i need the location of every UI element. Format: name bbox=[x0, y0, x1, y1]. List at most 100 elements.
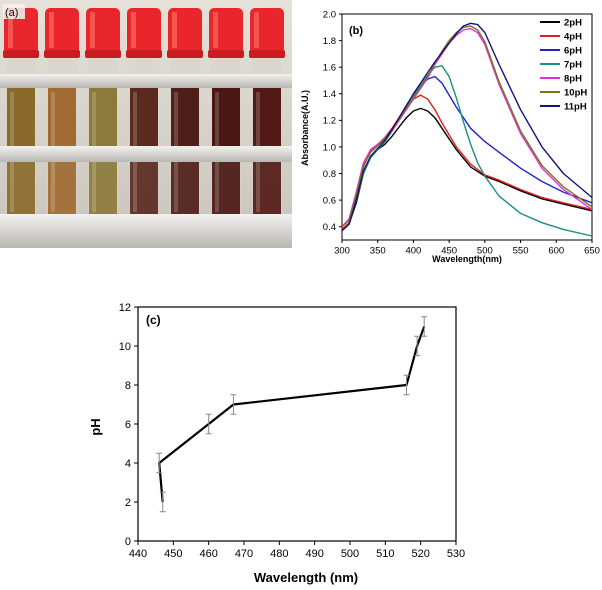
ph-wavelength-chart-svg: 440 450 460 470 480 490 500 510 520 530024681012 … bbox=[88, 302, 465, 585]
tube-cap-shine bbox=[213, 12, 218, 48]
tube-photo-drawing: (a) bbox=[0, 0, 292, 248]
y-tick-label: 2.0 bbox=[323, 9, 336, 20]
absorbance-axis-ticks: 300 350 400 450 500 550 600 650 0.4 0.6 0.8 1.0 1.2 1… bbox=[323, 9, 600, 256]
tube-photo: (a) bbox=[0, 0, 292, 248]
x-tick-label: 350 bbox=[370, 246, 386, 257]
tube-cap-rim bbox=[126, 50, 162, 58]
x-tick-label: 500 bbox=[477, 246, 493, 257]
absorbance-y-axis-label: Absorbance(A.U.) bbox=[300, 90, 310, 166]
legend-label-7pH: 7pH bbox=[564, 60, 582, 71]
absorbance-plot-frame bbox=[341, 13, 593, 241]
y-tick-label: 1.0 bbox=[323, 142, 336, 153]
y-tick-label: 4 bbox=[125, 458, 131, 470]
series-line-pH bbox=[158, 326, 426, 503]
tube-solution-lower bbox=[253, 162, 281, 214]
x-tick-label: 450 bbox=[441, 246, 457, 257]
tube-solution-lower bbox=[130, 162, 158, 214]
x-tick-label: 470 bbox=[235, 548, 253, 560]
y-tick-label: 10 bbox=[119, 341, 131, 353]
tube-cap-rim bbox=[208, 50, 244, 58]
x-tick-label: 520 bbox=[411, 548, 429, 560]
tube-solution-upper bbox=[253, 88, 281, 146]
absorbance-legend: 2pH 4pH 6pH 7pH 8pH 10pH 11pH bbox=[540, 18, 587, 113]
x-tick-label: 500 bbox=[341, 548, 359, 560]
tube-solution-lower bbox=[171, 162, 199, 214]
tube-solution-lower bbox=[48, 162, 76, 214]
legend-label-11pH: 11pH bbox=[564, 102, 587, 113]
y-tick-label: 0.4 bbox=[323, 222, 336, 233]
y-tick-label: 1.6 bbox=[323, 63, 336, 74]
x-tick-label: 600 bbox=[548, 246, 564, 257]
tube-cap-rim bbox=[85, 50, 121, 58]
series-line-6pH bbox=[341, 75, 593, 232]
legend-label-2pH: 2pH bbox=[564, 18, 582, 29]
y-tick-label: 0.6 bbox=[323, 195, 336, 206]
panel-c-label: (c) bbox=[146, 313, 161, 327]
legend-label-8pH: 8pH bbox=[564, 74, 582, 85]
y-tick-label: 2 bbox=[125, 497, 131, 509]
panel-a-label-bg bbox=[3, 4, 25, 19]
tube-solution-upper bbox=[130, 88, 158, 146]
y-tick-label: 8 bbox=[125, 380, 131, 392]
y-tick-label: 1.2 bbox=[323, 116, 336, 127]
x-tick-label: 480 bbox=[270, 548, 288, 560]
tube-cap-shine bbox=[49, 12, 54, 48]
tube-cap-shine bbox=[8, 12, 13, 48]
ph-axis-ticks: 440 450 460 470 480 490 500 510 520 530 0 2 4 6 8 10 12 bbox=[119, 302, 465, 560]
absorbance-chart: 300 350 400 450 500 550 600 650 0.4 0.6 0.8 1.0 1.2 1… bbox=[292, 0, 602, 285]
rack-rail-middle bbox=[0, 146, 292, 162]
tube-cap-rim bbox=[249, 50, 285, 58]
y-tick-label: 0 bbox=[125, 536, 131, 548]
tube-cap-shine bbox=[254, 12, 259, 48]
tube-solution-upper bbox=[171, 88, 199, 146]
ph-wavelength-chart: 440 450 460 470 480 490 500 510 520 530 0 2 4 6 8 10 12 … bbox=[0, 290, 480, 590]
tube-solution-upper bbox=[89, 88, 117, 146]
x-tick-label: 550 bbox=[513, 246, 529, 257]
x-tick-label: 460 bbox=[199, 548, 217, 560]
tube-solution-lower bbox=[89, 162, 117, 214]
panel-b-label: (b) bbox=[349, 25, 363, 37]
ph-x-axis-label: Wavelength (nm) bbox=[254, 570, 358, 585]
y-tick-label: 12 bbox=[119, 302, 131, 314]
tube-cap-shine bbox=[131, 12, 136, 48]
y-tick-label: 6 bbox=[125, 419, 131, 431]
y-tick-label: 1.8 bbox=[323, 36, 336, 47]
tube-cap-rim bbox=[44, 50, 80, 58]
ph-series bbox=[156, 316, 428, 513]
tube-cap-shine bbox=[172, 12, 177, 48]
legend-label-10pH: 10pH bbox=[564, 88, 587, 99]
tube-cap-rim bbox=[3, 50, 39, 58]
x-tick-label: 650 bbox=[584, 246, 600, 257]
legend-label-4pH: 4pH bbox=[564, 32, 582, 43]
x-tick-label: 490 bbox=[305, 548, 323, 560]
rack-rail-top bbox=[0, 74, 292, 88]
rack-rail-bottom bbox=[0, 214, 292, 248]
absorbance-series bbox=[341, 22, 593, 237]
ph-plot-frame bbox=[137, 306, 457, 542]
x-tick-label: 450 bbox=[164, 548, 182, 560]
absorbance-x-axis-label: Wavelength(nm) bbox=[432, 254, 502, 264]
tube-solution-upper bbox=[48, 88, 76, 146]
x-tick-label: 510 bbox=[376, 548, 394, 560]
series-line-11pH bbox=[341, 22, 593, 232]
legend-label-6pH: 6pH bbox=[564, 46, 582, 57]
panel-a-label: (a) bbox=[5, 7, 18, 19]
ph-y-axis-label: pH bbox=[88, 418, 103, 435]
test-tubes bbox=[3, 8, 285, 230]
x-tick-label: 530 bbox=[447, 548, 465, 560]
tube-solution-upper bbox=[212, 88, 240, 146]
x-tick-label: 400 bbox=[405, 246, 421, 257]
tube-cap-rim bbox=[167, 50, 203, 58]
x-tick-label: 300 bbox=[334, 246, 350, 257]
series-line-8pH bbox=[341, 27, 593, 228]
tube-solution-lower bbox=[7, 162, 35, 214]
x-tick-label: 440 bbox=[129, 548, 147, 560]
y-tick-label: 0.8 bbox=[323, 169, 336, 180]
tube-cap-shine bbox=[90, 12, 95, 48]
absorbance-chart-svg: 300 350 400 450 500 550 600 650 0.4 0.6 0.8 1.0 1.2 1… bbox=[300, 9, 600, 264]
series-line-10pH bbox=[341, 25, 593, 228]
series-line-2pH bbox=[341, 107, 593, 230]
y-tick-label: 1.4 bbox=[323, 89, 336, 100]
tube-solution-lower bbox=[212, 162, 240, 214]
tube-solution-upper bbox=[7, 88, 35, 146]
